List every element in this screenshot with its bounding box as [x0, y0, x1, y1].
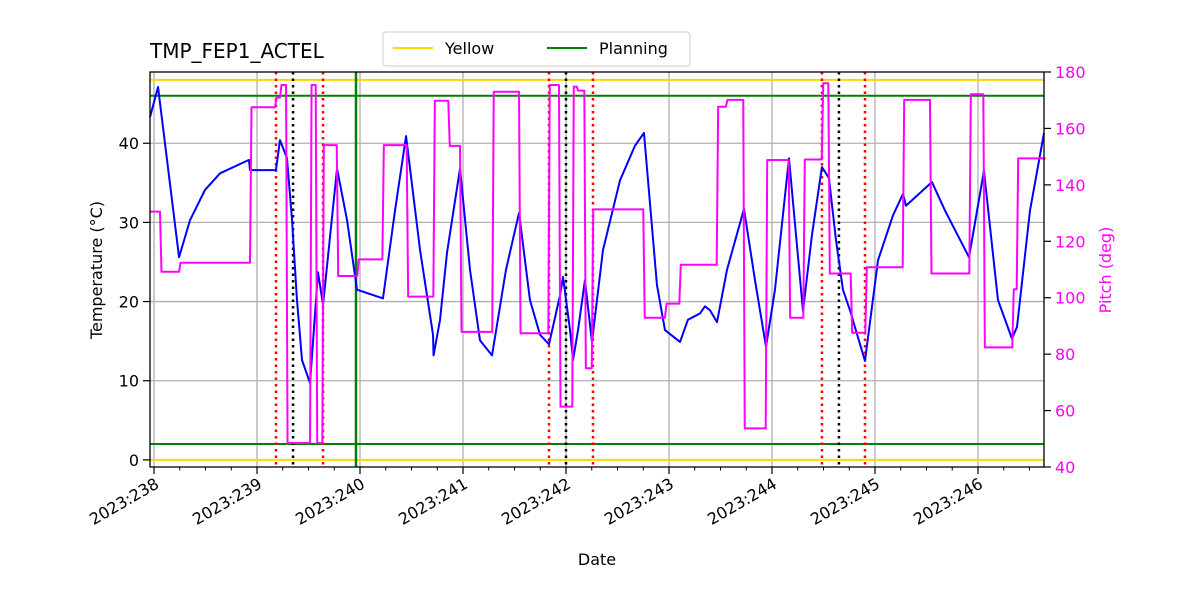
y2-tick-label: 80 — [1055, 345, 1075, 364]
y-tick-label: 0 — [129, 451, 139, 470]
x-tick-label: 2023:243 — [601, 474, 677, 529]
x-tick-label: 2023:240 — [292, 474, 368, 529]
x-tick-label: 2023:245 — [807, 474, 883, 529]
y2-tick-label: 120 — [1055, 232, 1086, 251]
x-tick-label: 2023:244 — [704, 474, 780, 529]
y-tick-label: 10 — [119, 372, 139, 391]
x-tick-label: 2023:242 — [498, 474, 574, 529]
y2-tick-label: 40 — [1055, 458, 1075, 477]
x-axis: 2023:238 2023:239 2023:240 2023:241 2023:242… — [86, 467, 1030, 529]
legend-label-planning: Planning — [599, 39, 668, 58]
y2-tick-label: 180 — [1055, 63, 1086, 82]
legend-label-yellow: Yellow — [444, 39, 494, 58]
chart-title: TMP_FEP1_ACTEL — [149, 39, 325, 63]
x-tick-label: 2023:239 — [189, 474, 265, 529]
legend: Yellow Planning — [382, 31, 691, 67]
y2-tick-label: 60 — [1055, 402, 1075, 421]
legend-box — [382, 31, 691, 67]
y-axis-right: 40 60 80 100 120 140 160 180 — [1044, 63, 1086, 477]
temperature-line — [149, 86, 1045, 385]
y-tick-label: 20 — [119, 293, 139, 312]
plot-frame — [149, 71, 1045, 468]
y2-tick-label: 140 — [1055, 176, 1086, 195]
x-tick-label: 2023:238 — [86, 474, 162, 529]
x-axis-label: Date — [578, 550, 616, 569]
y-tick-label: 40 — [119, 134, 139, 153]
grid — [150, 72, 1044, 467]
y2-axis-label: Pitch (deg) — [1096, 227, 1115, 314]
x-tick-label: 2023:241 — [395, 474, 471, 529]
series-lines — [149, 82, 1046, 445]
vertical-marker-lines — [274, 72, 867, 467]
y2-tick-label: 100 — [1055, 289, 1086, 308]
y2-tick-label: 160 — [1055, 119, 1086, 138]
limit-lines — [150, 78, 1044, 461]
pitch-line — [150, 82, 1046, 445]
x-tick-label: 2023:246 — [910, 474, 986, 529]
y-axis-left: 0 10 20 30 40 — [119, 134, 150, 470]
y-axis-label: Temperature (°C) — [87, 201, 106, 340]
y-tick-label: 30 — [119, 213, 139, 232]
